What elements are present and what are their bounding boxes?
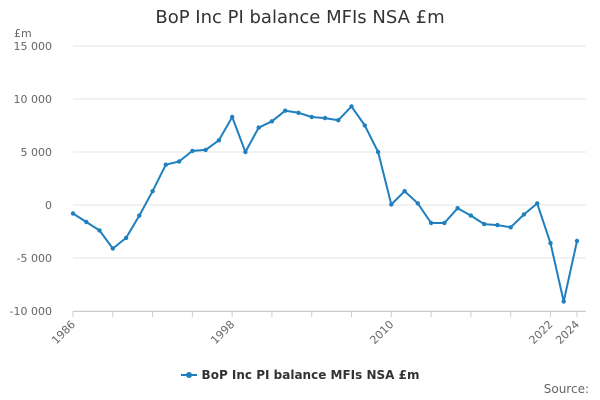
data-point[interactable]	[521, 212, 527, 217]
source-label: Source:	[543, 382, 589, 396]
series-line	[72, 105, 578, 303]
data-point[interactable]	[190, 148, 195, 154]
chart-title: BoP Inc PI balance MFIs NSA £m	[155, 7, 445, 28]
data-point[interactable]	[70, 211, 76, 216]
series-layer	[70, 104, 580, 304]
data-point[interactable]	[123, 235, 129, 241]
data-point[interactable]	[375, 149, 381, 155]
y-tick-label: -5 000	[17, 252, 52, 265]
y-tick-label: 15 000	[14, 40, 53, 53]
y-tick-label: 5 000	[21, 146, 53, 159]
x-tick-label: 2022	[527, 318, 556, 347]
y-axis: 15 000 10 000 5 000 0 -5 000 -10 000	[10, 40, 52, 318]
data-point[interactable]	[137, 213, 142, 218]
data-point[interactable]	[482, 221, 487, 227]
data-point[interactable]	[322, 115, 328, 121]
legend-line-icon	[180, 372, 197, 378]
data-point[interactable]	[336, 118, 341, 123]
data-point[interactable]	[256, 125, 261, 130]
data-point[interactable]	[84, 219, 89, 225]
legend-marker-icon	[185, 372, 192, 378]
data-point[interactable]	[428, 220, 434, 226]
data-point[interactable]	[97, 228, 102, 233]
data-point[interactable]	[176, 159, 182, 164]
legend-item[interactable]: BoP Inc PI balance MFIs NSA £m	[180, 368, 420, 382]
data-point[interactable]	[442, 220, 447, 226]
data-point[interactable]	[402, 189, 407, 194]
data-point[interactable]	[508, 225, 513, 230]
data-point[interactable]	[495, 222, 500, 228]
y-axis-unit-label: £m	[14, 27, 32, 40]
data-point[interactable]	[163, 162, 168, 167]
data-point[interactable]	[389, 202, 394, 207]
data-point[interactable]	[574, 238, 580, 244]
grid-lines	[73, 45, 586, 312]
y-tick-label: 0	[45, 199, 52, 212]
data-point[interactable]	[468, 213, 474, 218]
data-point[interactable]	[230, 114, 235, 120]
data-point[interactable]	[150, 189, 155, 194]
data-point[interactable]	[216, 138, 222, 143]
x-tick-label: 1986	[49, 318, 78, 347]
data-point[interactable]	[296, 110, 301, 116]
y-tick-label: 10 000	[14, 93, 53, 106]
x-tick-label: 2010	[367, 318, 396, 347]
data-point[interactable]	[415, 201, 420, 206]
data-point[interactable]	[548, 241, 553, 246]
legend[interactable]: BoP Inc PI balance MFIs NSA £m	[0, 365, 600, 382]
x-tick-label: 2024	[553, 318, 582, 347]
data-point[interactable]	[561, 299, 566, 304]
data-point[interactable]	[283, 108, 288, 113]
data-point[interactable]	[269, 119, 275, 124]
data-point[interactable]	[243, 149, 248, 155]
y-tick-label: -10 000	[10, 305, 52, 318]
data-point[interactable]	[309, 114, 314, 120]
data-point[interactable]	[110, 246, 116, 251]
data-point[interactable]	[535, 201, 540, 206]
data-point[interactable]	[362, 123, 367, 128]
x-tick-label: 1998	[208, 318, 237, 347]
data-point[interactable]	[349, 104, 354, 109]
legend-label: BoP Inc PI balance MFIs NSA £m	[201, 368, 420, 382]
data-point[interactable]	[455, 206, 460, 211]
data-point[interactable]	[203, 147, 208, 153]
